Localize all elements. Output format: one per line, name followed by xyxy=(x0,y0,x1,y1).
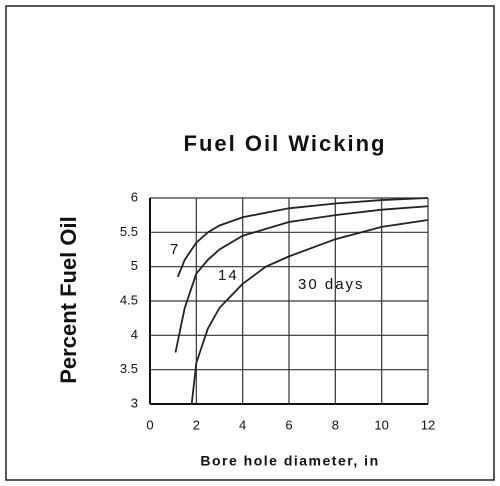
x-tick-label: 4 xyxy=(239,417,246,432)
x-tick-label: 8 xyxy=(332,417,339,432)
x-tick-label: 2 xyxy=(193,417,200,432)
x-axis-label: Bore hole diameter, in xyxy=(200,453,379,469)
y-tick-label: 4.5 xyxy=(120,292,138,307)
y-axis-label: Percent Fuel Oil xyxy=(56,216,81,384)
frame xyxy=(5,5,495,481)
series-label: 14 xyxy=(218,267,239,284)
x-tick-label: 0 xyxy=(146,417,153,432)
y-tick-label: 3.5 xyxy=(120,361,138,376)
y-tick-label: 5.5 xyxy=(120,224,138,239)
curve xyxy=(174,205,429,353)
series-label: 30 days xyxy=(298,276,365,293)
series-label: 7 xyxy=(170,241,180,258)
x-tick-label: 6 xyxy=(285,417,292,432)
curve xyxy=(176,197,429,278)
y-tick-label: 3 xyxy=(131,395,138,410)
chart-title: Fuel Oil Wicking xyxy=(184,131,387,156)
y-tick-label: 4 xyxy=(131,327,138,342)
y-tick-label: 6 xyxy=(131,189,138,204)
x-tick-label: 12 xyxy=(421,417,435,432)
y-tick-label: 5 xyxy=(131,258,138,273)
x-tick-label: 10 xyxy=(374,417,388,432)
curve xyxy=(190,219,429,405)
